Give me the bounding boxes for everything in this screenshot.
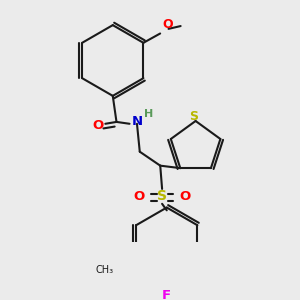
Text: CH₃: CH₃ [96, 265, 114, 275]
Text: O: O [133, 190, 145, 203]
Text: O: O [92, 119, 104, 132]
Text: N: N [131, 116, 142, 128]
Text: O: O [162, 18, 172, 31]
Text: H: H [144, 110, 154, 119]
Text: S: S [157, 189, 167, 203]
Text: F: F [162, 290, 171, 300]
Text: S: S [189, 110, 198, 123]
Text: O: O [180, 190, 191, 203]
